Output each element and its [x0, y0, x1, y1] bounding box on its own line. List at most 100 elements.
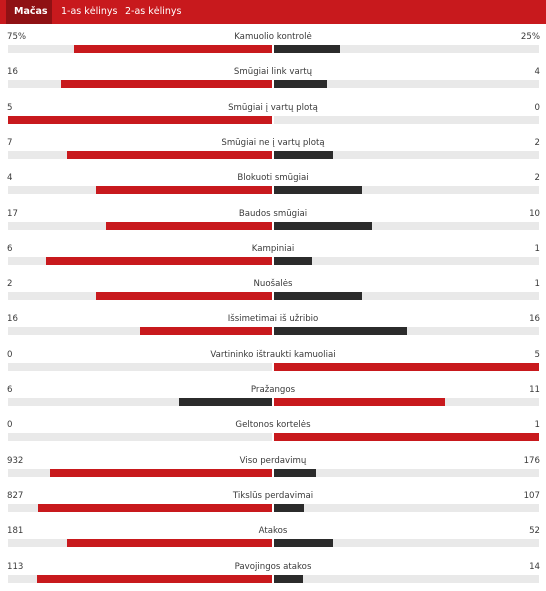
stat-label: Pavojingos atakos — [234, 561, 312, 572]
away-bar — [274, 468, 317, 477]
home-bar-track — [8, 362, 272, 371]
home-bar-track — [8, 433, 272, 442]
away-bar — [274, 327, 407, 336]
home-value: 181 — [7, 526, 24, 537]
away-value: 52 — [529, 526, 540, 537]
home-bar — [60, 80, 272, 89]
away-value: 25% — [520, 32, 540, 42]
home-value: 932 — [7, 455, 24, 466]
away-bar-track — [274, 150, 539, 159]
home-value: 827 — [7, 490, 24, 501]
home-bar — [45, 256, 272, 265]
stat-row: 17 Baudos smūgiai 10 — [0, 208, 546, 238]
away-bar — [274, 150, 333, 159]
away-bar — [274, 80, 327, 89]
tab-first-half[interactable]: 1-as kėlinys — [61, 6, 118, 17]
away-bar — [274, 256, 312, 265]
home-bar-track — [8, 503, 272, 512]
home-bar-track — [8, 186, 272, 195]
stat-row: 932 Viso perdavimų 176 — [0, 455, 546, 485]
home-value: 6 — [7, 385, 13, 395]
away-bar — [274, 539, 334, 548]
stat-label: Pražangos — [250, 385, 296, 395]
home-bar-track — [8, 45, 272, 53]
away-bar — [274, 221, 373, 230]
away-bar-track — [274, 468, 539, 477]
away-bar-track — [274, 503, 539, 512]
stat-row: 5 Smūgiai į vartų plotą 0 — [0, 102, 546, 132]
home-bar — [66, 539, 272, 548]
stat-row: 4 Blokuoti smūgiai 2 — [0, 172, 546, 202]
home-bar — [49, 468, 272, 477]
stat-label: Tikslūs perdavimai — [232, 490, 314, 501]
away-value: 0 — [534, 102, 540, 113]
stat-row: 0 Geltonos kortelės 1 — [0, 419, 546, 449]
stat-row: 2 Nuošalės 1 — [0, 278, 546, 308]
away-value: 2 — [534, 137, 540, 148]
away-value: 16 — [529, 314, 540, 325]
stat-label: Baudos smūgiai — [238, 208, 308, 219]
stat-row: 7 Smūgiai ne į vartų plotą 2 — [0, 137, 546, 167]
home-bar — [105, 221, 272, 230]
home-bar — [38, 503, 272, 512]
home-value: 2 — [7, 279, 13, 290]
tab-second-half[interactable]: 2-as kėlinys — [125, 6, 182, 17]
home-bar-track — [8, 115, 272, 124]
stat-row: 6 Pražangos 11 — [0, 384, 546, 414]
stat-row: 0 Vartininko ištraukti kamuoliai 5 — [0, 349, 546, 379]
tab-match[interactable]: Mačas — [6, 0, 52, 24]
home-bar — [96, 292, 272, 301]
stat-row: 16 Išsimetimai iš užribio 16 — [0, 313, 546, 343]
home-value: 16 — [7, 67, 18, 78]
stat-label: Kamuolio kontrolė — [234, 32, 312, 42]
away-value: 2 — [534, 173, 540, 184]
away-value: 1 — [534, 279, 540, 290]
away-bar-track — [274, 327, 539, 336]
away-bar — [274, 45, 341, 53]
away-bar — [274, 433, 539, 442]
tab-bar: Mačas 1-as kėlinys 2-as kėlinys — [0, 0, 546, 24]
away-bar-track — [274, 292, 539, 301]
away-value: 10 — [529, 208, 540, 219]
away-value: 5 — [534, 349, 540, 360]
home-bar — [74, 45, 272, 53]
stat-row: 181 Atakos 52 — [0, 525, 546, 555]
stat-row: 75% Kamuolio kontrolė 25% — [0, 31, 546, 61]
away-bar-track — [274, 362, 539, 371]
away-value: 1 — [534, 243, 540, 254]
home-bar-track — [8, 574, 272, 583]
home-bar-track — [8, 539, 272, 548]
home-bar — [140, 327, 272, 336]
away-bar-track — [274, 256, 539, 265]
stat-row: 827 Tikslūs perdavimai 107 — [0, 490, 546, 520]
home-bar — [66, 150, 272, 159]
away-bar-track — [274, 221, 539, 230]
away-value: 176 — [523, 455, 540, 466]
stat-label: Smūgiai link vartų — [233, 67, 313, 78]
away-bar — [274, 186, 363, 195]
away-bar-track — [274, 115, 539, 124]
stat-label: Išsimetimai iš užribio — [227, 314, 319, 325]
away-value: 14 — [529, 561, 540, 572]
home-value: 6 — [7, 243, 13, 254]
home-bar-track — [8, 468, 272, 477]
home-bar-track — [8, 80, 272, 89]
home-value: 4 — [7, 173, 13, 184]
stat-row: 16 Smūgiai link vartų 4 — [0, 66, 546, 96]
home-value: 113 — [7, 561, 24, 572]
away-value: 11 — [529, 385, 540, 395]
away-bar — [274, 503, 305, 512]
away-bar-track — [274, 45, 539, 53]
stat-label: Blokuoti smūgiai — [237, 173, 309, 184]
home-bar — [178, 398, 272, 406]
stat-label: Nuošalės — [253, 279, 293, 290]
stat-row: 6 Kampiniai 1 — [0, 243, 546, 273]
away-bar-track — [274, 398, 539, 406]
home-value: 0 — [7, 349, 13, 360]
stat-label: Geltonos kortelės — [235, 420, 311, 431]
stat-label: Smūgiai į vartų plotą — [228, 102, 318, 113]
home-bar-track — [8, 398, 272, 406]
home-value: 0 — [7, 420, 13, 431]
away-bar-track — [274, 539, 539, 548]
home-value: 75% — [7, 32, 27, 42]
